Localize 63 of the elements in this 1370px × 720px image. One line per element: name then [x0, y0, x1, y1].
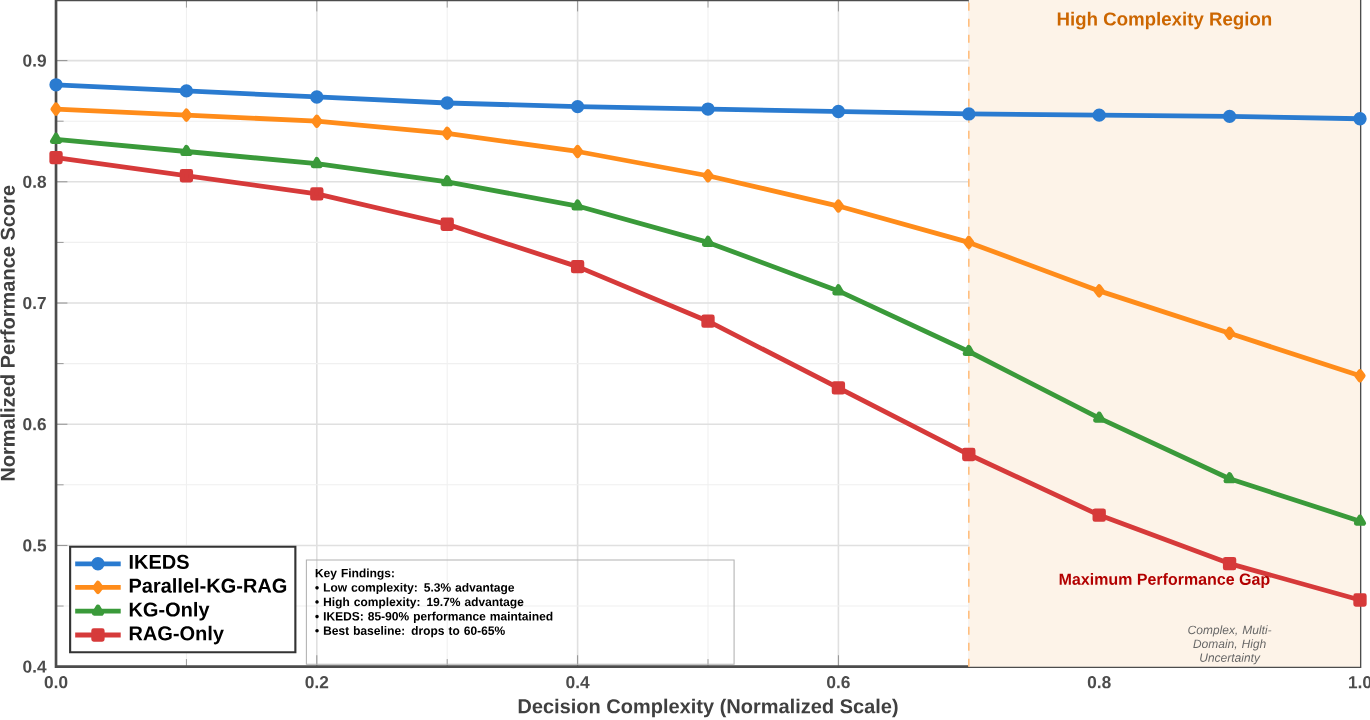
point [962, 447, 976, 462]
point [571, 199, 584, 211]
legend-label: RAG-Only [129, 625, 224, 645]
point [310, 187, 324, 201]
point [1093, 411, 1106, 423]
y-axis-title: Normalized Performance Score [0, 185, 15, 481]
point [1222, 556, 1237, 571]
point [570, 99, 585, 114]
point [180, 144, 193, 157]
y-tick-label: 0.9 [23, 54, 46, 67]
point [179, 169, 194, 183]
point [832, 284, 845, 296]
point [701, 102, 715, 116]
point [1222, 109, 1237, 124]
point [702, 169, 714, 183]
point [962, 107, 976, 121]
band-label: High Complexity Region [1057, 11, 1272, 30]
x-tick-label: 0.2 [305, 676, 329, 689]
point [49, 78, 63, 92]
point [310, 156, 323, 169]
legend-label: Parallel-KG-RAG [129, 578, 287, 593]
point [1093, 284, 1105, 298]
point [963, 235, 975, 250]
point [701, 314, 715, 328]
y-tick-label: 0.8 [23, 175, 47, 188]
point [962, 344, 975, 357]
point [832, 199, 845, 213]
point [180, 108, 193, 122]
legend-label: IKEDS [129, 554, 189, 569]
point [49, 132, 63, 144]
point [1353, 112, 1367, 126]
legend-label: KG-Only [129, 601, 210, 621]
point [1092, 508, 1106, 522]
x-tick-label: 0.0 [44, 676, 68, 689]
x-tick-label: 0.8 [1087, 676, 1111, 689]
point [1223, 472, 1236, 484]
x-tick-label: 0.6 [827, 676, 850, 689]
point [831, 381, 846, 395]
point [440, 217, 454, 231]
y-tick-label: 0.4 [23, 660, 47, 673]
point [310, 90, 324, 104]
point [441, 175, 454, 187]
point [50, 102, 62, 116]
point [441, 126, 453, 140]
point [49, 150, 63, 165]
annotation: Maximum Performance Gap [1059, 573, 1270, 589]
point [179, 84, 194, 98]
point [831, 104, 846, 119]
point [1353, 593, 1367, 607]
point [440, 96, 454, 110]
x-tick-label: 0.4 [566, 676, 590, 689]
point [1092, 108, 1106, 122]
y-tick-label: 0.7 [23, 296, 46, 310]
x-axis-title: Decision Complexity (Normalized Scale) [518, 698, 898, 718]
point [1353, 514, 1367, 526]
point [572, 144, 584, 159]
point [311, 114, 323, 128]
point [701, 235, 715, 247]
point [1224, 326, 1236, 340]
point [1354, 369, 1366, 383]
y-tick-label: 0.6 [23, 418, 46, 431]
y-tick-label: 0.5 [23, 539, 47, 552]
point [570, 259, 585, 274]
